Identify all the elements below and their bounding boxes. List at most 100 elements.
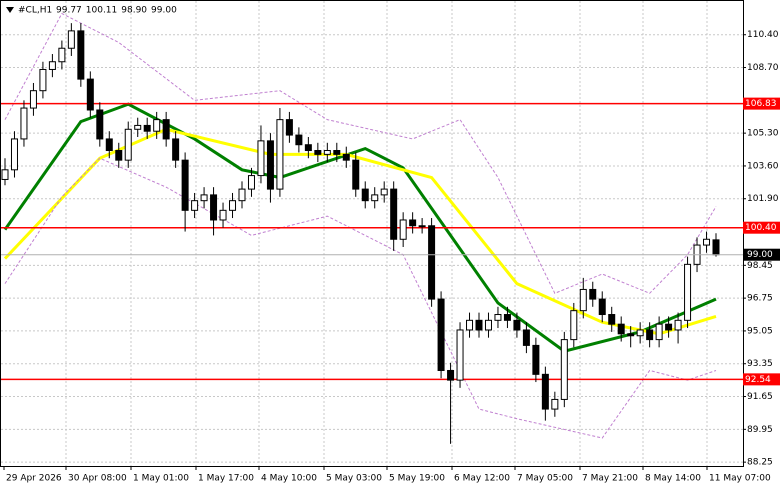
- x-tick-label: 8 May 14:00: [645, 474, 701, 484]
- candle-body: [560, 339, 568, 400]
- candle-body: [96, 109, 104, 140]
- x-tick-label: 29 Apr 2026: [6, 474, 62, 484]
- candle-body: [162, 119, 170, 140]
- y-tick-label: 88.25: [747, 458, 773, 468]
- candle-body: [115, 150, 123, 161]
- last-price-label: 99.00: [747, 250, 773, 260]
- candle-body: [352, 159, 360, 190]
- candle-body: [532, 344, 540, 375]
- candle-body: [86, 78, 94, 111]
- candle-body: [67, 30, 75, 49]
- candle-body: [390, 188, 398, 240]
- candle-body: [409, 219, 417, 227]
- candle-body: [361, 188, 369, 202]
- candle-body: [323, 150, 331, 155]
- x-tick-label: 5 May 03:00: [326, 474, 382, 484]
- x-tick-label: 7 May 21:00: [582, 474, 638, 484]
- candle-body: [437, 298, 445, 371]
- candle-body: [447, 369, 455, 381]
- candle-body: [380, 188, 388, 196]
- level-label: 92.54: [745, 375, 771, 385]
- y-tick-label: 105.30: [747, 129, 779, 139]
- y-tick-label: 93.35: [747, 359, 773, 369]
- candle-body: [589, 288, 597, 300]
- candle-body: [655, 323, 663, 341]
- candle-body: [371, 194, 379, 202]
- x-tick-label: 7 May 05:00: [517, 474, 573, 484]
- candle-body: [219, 209, 227, 221]
- y-tick-label: 101.90: [747, 194, 779, 204]
- y-tick-label: 98.45: [747, 261, 773, 271]
- candle-body: [266, 140, 274, 190]
- indicator-line: [4, 157, 717, 439]
- candle-body: [29, 90, 37, 109]
- candle-body: [172, 138, 180, 161]
- candle-body: [598, 298, 606, 316]
- candle-body: [124, 128, 132, 161]
- candle-body: [143, 124, 151, 132]
- plot-frame: [0, 0, 744, 467]
- y-tick-label: 110.40: [747, 30, 779, 40]
- candle-body: [646, 329, 654, 341]
- candle-body: [503, 314, 511, 321]
- y-tick-label: 95.05: [747, 326, 773, 336]
- header-value: 100.11: [86, 6, 118, 16]
- level-label-box: [743, 221, 780, 234]
- candle-body: [712, 239, 720, 256]
- candle-body: [674, 319, 682, 331]
- candle-body: [229, 200, 237, 211]
- candle-body: [456, 329, 464, 381]
- x-tick-label: 5 May 19:00: [389, 474, 445, 484]
- x-tick-label: 1 May 01:00: [133, 474, 189, 484]
- candle-body: [105, 138, 113, 152]
- candle-body: [703, 238, 711, 246]
- candle-body: [617, 323, 625, 335]
- candle-body: [58, 47, 66, 63]
- candle-body: [636, 329, 644, 337]
- candle-body: [1, 169, 9, 180]
- candle-body: [684, 263, 692, 321]
- candle-body: [541, 373, 549, 410]
- candle-body: [210, 194, 218, 221]
- candle-body: [295, 134, 303, 146]
- y-tick-label: 103.60: [747, 161, 779, 171]
- candle-body: [20, 107, 28, 140]
- x-tick-label: 1 May 17:00: [198, 474, 254, 484]
- x-tick-label: 11 May 07:00: [709, 474, 771, 484]
- candle-body: [466, 319, 474, 331]
- y-tick-label: 96.75: [747, 294, 773, 304]
- candle-body: [418, 225, 426, 228]
- last-price-box: [743, 248, 780, 261]
- x-tick-label: 30 Apr 08:00: [68, 474, 127, 484]
- candle-body: [665, 323, 673, 331]
- chart-layer: [1, 1, 743, 466]
- candle-body: [181, 159, 189, 211]
- candle-body: [77, 30, 85, 80]
- candle-body: [247, 175, 255, 190]
- level-label: 106.83: [745, 99, 777, 109]
- candle-body: [522, 329, 530, 346]
- candle-body: [191, 200, 199, 211]
- header-value: 99.00: [151, 6, 177, 16]
- candle-body: [304, 144, 312, 152]
- candle-body: [475, 319, 483, 331]
- candle-body: [48, 61, 56, 70]
- candle-body: [238, 188, 246, 202]
- candle-body: [333, 150, 341, 155]
- candle-body: [276, 119, 284, 190]
- candle-body: [153, 119, 161, 132]
- level-label-box: [743, 97, 780, 110]
- y-tick-label: 89.95: [747, 425, 773, 435]
- candle-body: [257, 140, 265, 177]
- candle-body: [285, 119, 293, 136]
- indicator-line: [4, 12, 717, 294]
- symbol: #CL,H1: [18, 6, 52, 16]
- candle-body: [484, 319, 492, 331]
- y-tick-label: 108.70: [747, 63, 779, 73]
- level-label-box: [743, 373, 780, 386]
- candle-body: [513, 319, 521, 331]
- candle-body: [399, 219, 407, 240]
- candle-body: [10, 138, 18, 171]
- candle-body: [579, 288, 587, 312]
